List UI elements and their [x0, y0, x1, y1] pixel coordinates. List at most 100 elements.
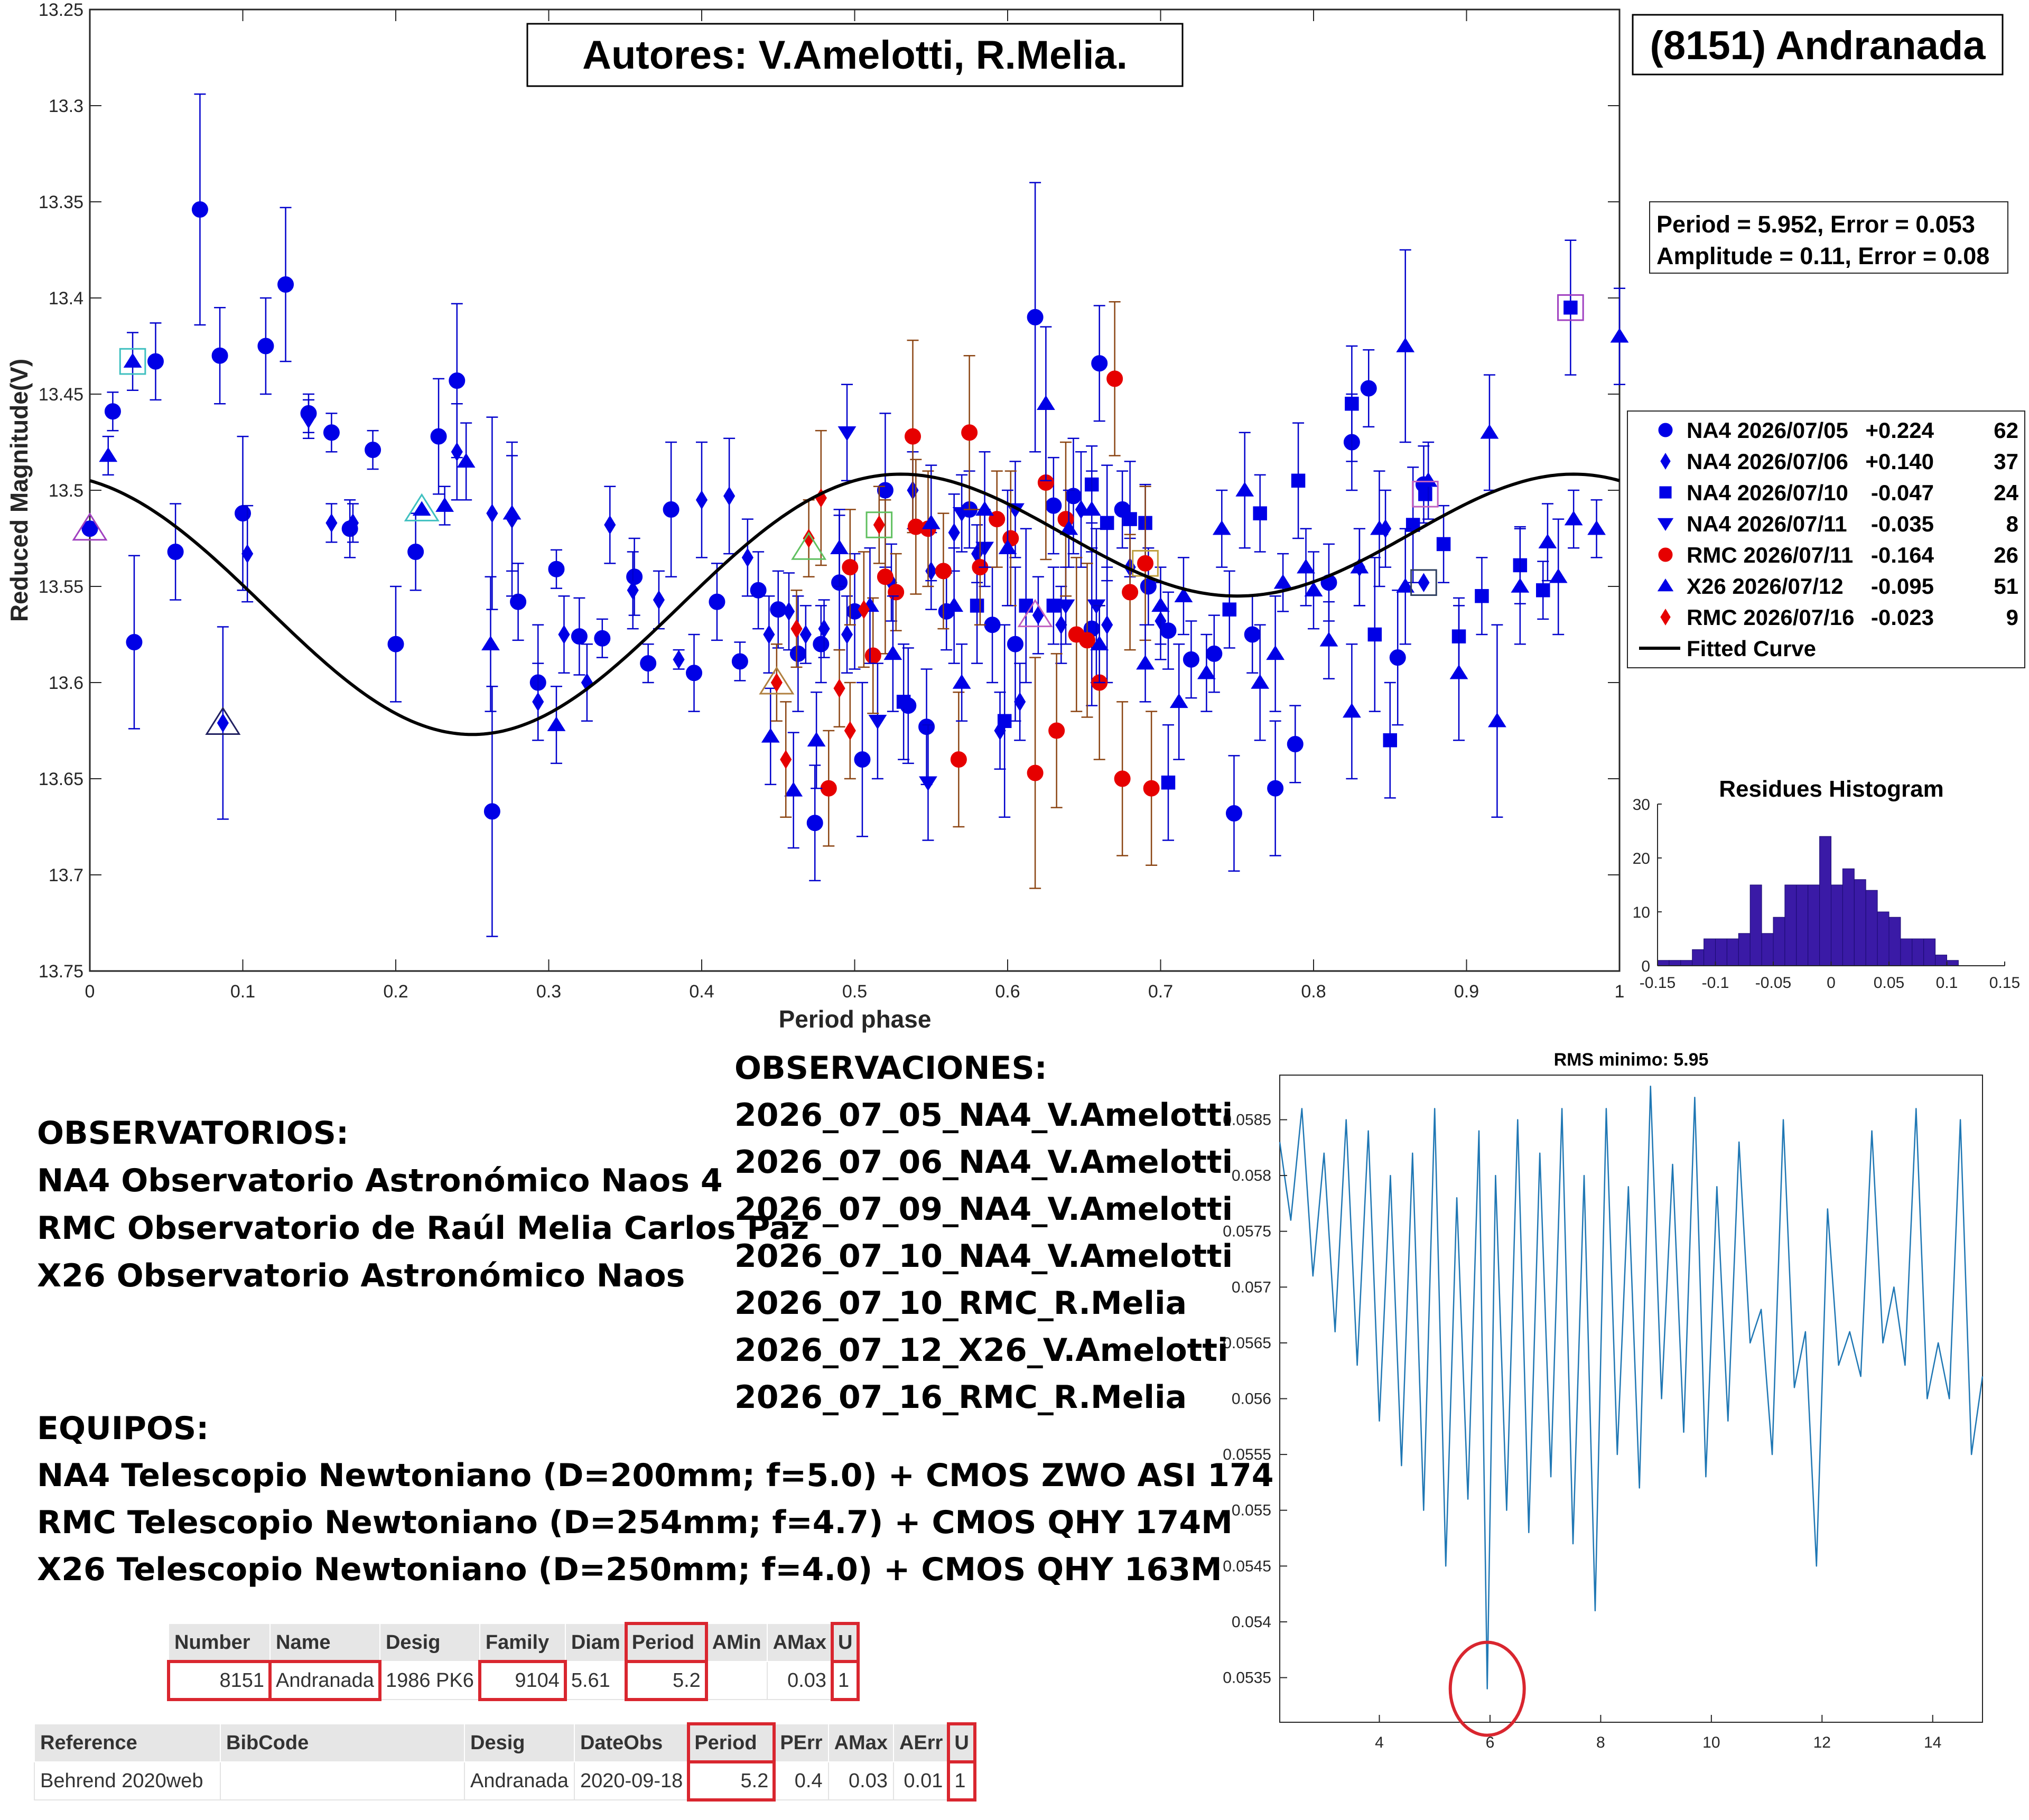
data-point — [813, 636, 830, 652]
y-tick-label: 13.3 — [49, 96, 83, 116]
data-point — [325, 513, 338, 533]
data-point — [806, 815, 823, 832]
data-point — [1114, 770, 1131, 787]
legend-count: 62 — [1994, 418, 2018, 443]
table-cell: 8151 — [167, 1660, 272, 1701]
rms-y-tick-label: 0.058 — [1232, 1167, 1271, 1184]
data-point — [896, 695, 911, 709]
highlight-marker — [1412, 480, 1439, 508]
data-point — [905, 428, 922, 445]
data-point — [104, 403, 121, 420]
rms-y-tick-label: 0.0565 — [1223, 1334, 1271, 1352]
y-tick-label: 13.75 — [39, 962, 83, 982]
legend-offset: +0.224 — [1865, 418, 1934, 443]
highlight-marker — [791, 531, 827, 560]
equipos-title: EQUIPOS: — [37, 1410, 209, 1447]
data-point — [451, 442, 463, 462]
observatorios-title: OBSERVATORIOS: — [37, 1115, 349, 1152]
y-tick-label: 13.35 — [39, 192, 83, 212]
data-point — [1048, 722, 1065, 739]
data-point — [1304, 582, 1323, 597]
x-tick-label: 0.6 — [995, 982, 1020, 1002]
legend-offset: -0.023 — [1871, 605, 1934, 630]
data-point — [1297, 558, 1315, 574]
highlight-marker — [865, 511, 893, 538]
data-point — [663, 501, 680, 518]
rms-y-tick-label: 0.0545 — [1223, 1557, 1271, 1575]
data-point — [211, 347, 228, 364]
data-point — [1487, 712, 1506, 727]
table-cell — [220, 1761, 465, 1800]
legend-label: Fitted Curve — [1687, 636, 1816, 661]
data-point — [1087, 599, 1106, 614]
rms-y-tick-label: 0.0555 — [1223, 1446, 1271, 1463]
data-point — [799, 624, 812, 645]
data-point — [1161, 776, 1176, 790]
legend-marker — [1659, 486, 1672, 499]
data-point — [123, 353, 142, 368]
data-point — [1253, 506, 1267, 520]
rms-minimum-circle — [1448, 1640, 1526, 1737]
table-header: AMax — [766, 1623, 833, 1662]
y-tick-label: 13.4 — [49, 288, 83, 309]
data-point — [1007, 636, 1023, 652]
fit-info-amplitude: Amplitude = 0.11, Error = 0.08 — [1656, 242, 1989, 269]
legend-count: 9 — [2006, 605, 2018, 630]
data-point — [1418, 487, 1432, 501]
table-cell: 2020-09-18 — [573, 1761, 690, 1800]
equipo-line: RMC Telescopio Newtoniano (D=254mm; f=4.… — [37, 1504, 1233, 1541]
data-point — [673, 650, 685, 669]
data-point — [1197, 664, 1216, 679]
rms-x-tick-label: 12 — [1813, 1734, 1831, 1751]
data-point — [640, 655, 657, 672]
table-cell: 9104 — [478, 1660, 567, 1701]
data-point — [1436, 537, 1451, 552]
histogram-title: Residues Histogram — [1719, 776, 1943, 802]
data-point — [1396, 338, 1415, 352]
data-point — [167, 543, 184, 560]
legend-count: 37 — [1994, 449, 2018, 474]
highlight-marker — [1410, 569, 1437, 596]
equipo-line: NA4 Telescopio Newtoniano (D=200mm; f=5.… — [37, 1457, 1274, 1494]
data-point — [807, 732, 826, 746]
rms-y-tick-label: 0.0585 — [1223, 1111, 1271, 1128]
highlight-marker — [404, 493, 440, 521]
data-point — [1291, 473, 1306, 488]
histogram-x-tick-label: 0 — [1827, 974, 1836, 992]
data-point — [1418, 573, 1430, 592]
chart-title: Autores: V.Amelotti, R.Melia. — [582, 33, 1128, 78]
data-point — [1169, 693, 1188, 708]
legend-offset: -0.047 — [1871, 480, 1934, 505]
legend-marker — [1657, 578, 1674, 592]
legend-marker — [1657, 518, 1674, 531]
data-point — [842, 559, 859, 576]
table-cell: Andranada — [268, 1660, 381, 1701]
data-point — [750, 582, 767, 599]
legend-label: RMC 2026/07/11 — [1687, 543, 1853, 567]
data-point — [1475, 589, 1489, 603]
data-point — [1342, 703, 1361, 718]
data-point — [1174, 587, 1193, 602]
x-tick-label: 0 — [85, 982, 95, 1002]
data-point — [323, 424, 340, 441]
data-point — [1136, 655, 1155, 670]
observatorio-line: X26 Observatorio Astronómico Naos — [37, 1257, 685, 1294]
data-point — [961, 424, 978, 441]
rms-x-tick-label: 4 — [1375, 1734, 1384, 1751]
data-point — [1267, 780, 1284, 797]
data-point — [387, 636, 404, 652]
rms-x-tick-label: 14 — [1924, 1734, 1941, 1751]
data-point — [1273, 574, 1292, 589]
data-point — [653, 590, 665, 610]
data-point — [277, 276, 294, 293]
data-point — [784, 781, 803, 797]
table-header: U — [947, 1722, 976, 1763]
data-point — [1091, 355, 1108, 372]
table-header: AMin — [705, 1623, 768, 1662]
data-point — [877, 568, 893, 585]
data-point — [935, 563, 952, 580]
legend-offset: -0.164 — [1871, 543, 1934, 567]
observacion-line: 2026_07_05_NA4_V.Amelotti — [734, 1097, 1233, 1134]
table-cell — [705, 1661, 768, 1700]
observaciones-title: OBSERVACIONES: — [734, 1050, 1047, 1087]
